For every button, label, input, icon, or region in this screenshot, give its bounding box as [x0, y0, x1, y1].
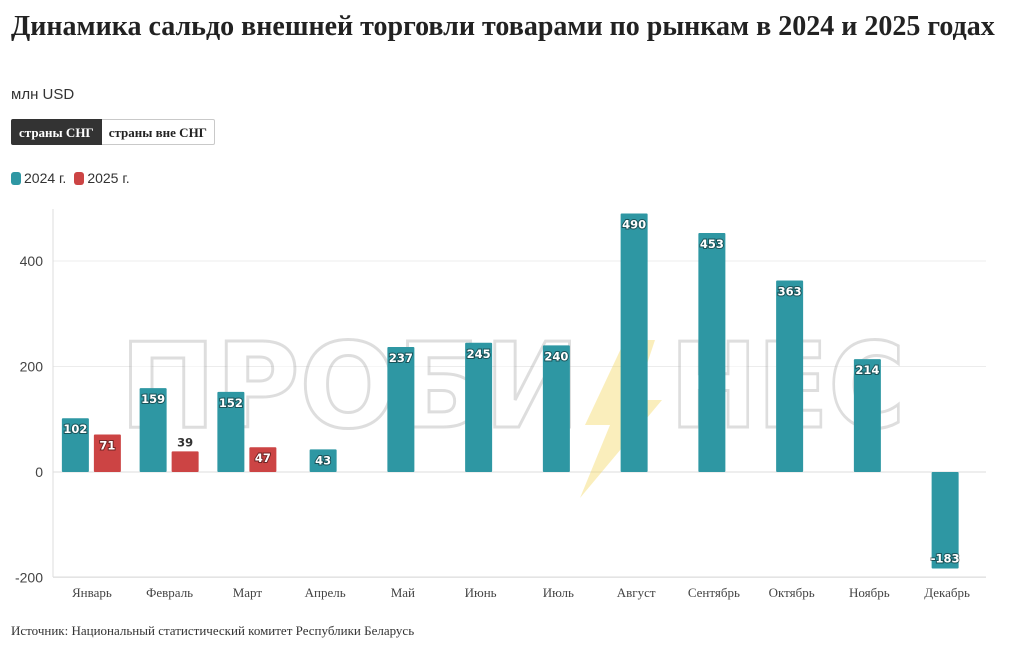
tab-cis[interactable]: страны СНГ	[11, 119, 102, 145]
bar-2024-10	[853, 359, 881, 472]
x-tick-label: Декабрь	[924, 585, 970, 600]
bar-2024-6	[542, 345, 570, 472]
x-tick-label: Январь	[72, 585, 112, 600]
x-tick-label: Октябрь	[769, 585, 815, 600]
bar-2024-9	[776, 280, 804, 472]
x-tick-label: Август	[617, 585, 656, 600]
value-label-2024-6: 240	[544, 349, 568, 363]
legend-item-2025[interactable]: 2025 г.	[74, 170, 130, 186]
value-label-2024-9: 363	[778, 285, 802, 299]
value-label-2024-3: 43	[315, 453, 331, 467]
y-tick-label: 200	[20, 359, 44, 375]
bar-2024-4	[387, 346, 415, 472]
value-label-2024-1: 159	[141, 392, 165, 406]
legend-label-2025: 2025 г.	[87, 170, 130, 186]
value-label-2024-10: 214	[855, 363, 879, 377]
bar-2025-0	[93, 434, 121, 472]
value-label-2024-4: 237	[389, 351, 413, 365]
tab-non-cis[interactable]: страны вне СНГ	[101, 119, 215, 145]
x-tick-label: Май	[391, 585, 415, 600]
value-label-2024-7: 490	[622, 218, 646, 232]
chart-subtitle: млн USD	[11, 86, 75, 103]
legend-swatch-2024	[11, 171, 21, 185]
bar-2024-7	[620, 213, 648, 472]
chart-title: Динамика сальдо внешней торговли товарам…	[11, 11, 995, 42]
value-label-2024-8: 453	[700, 237, 724, 251]
chart-legend: 2024 г. 2025 г.	[11, 170, 138, 186]
value-label-2025-1: 39	[177, 435, 193, 449]
legend-swatch-2025	[74, 171, 85, 185]
bar-2024-5	[465, 342, 493, 472]
value-label-2024-5: 245	[467, 347, 491, 361]
bar-2024-3	[309, 449, 337, 472]
legend-item-2024[interactable]: 2024 г.	[11, 170, 66, 186]
x-tick-label: Ноябрь	[849, 585, 890, 600]
y-tick-label: 400	[20, 253, 44, 269]
y-tick-label: 0	[35, 464, 43, 480]
x-tick-label: Апрель	[305, 585, 346, 600]
y-tick-label: -200	[15, 570, 43, 586]
value-label-2024-11: -183	[931, 552, 960, 566]
value-label-2024-0: 102	[63, 422, 87, 436]
bar-2025-1	[171, 451, 199, 472]
value-label-2024-2: 152	[219, 396, 243, 410]
market-tabs: страны СНГ страны вне СНГ	[11, 119, 215, 145]
bar-2024-8	[698, 233, 726, 472]
x-tick-label: Февраль	[146, 585, 193, 600]
legend-label-2024: 2024 г.	[24, 170, 67, 186]
x-tick-label: Март	[233, 585, 263, 600]
source-note: Источник: Национальный статистический ко…	[11, 623, 415, 638]
value-label-2025-0: 71	[99, 439, 115, 453]
bar-2024-1	[139, 388, 167, 472]
watermark-text-left: ПРОБИ	[120, 317, 580, 455]
x-tick-label: Июнь	[465, 585, 497, 600]
bar-2024-11	[931, 472, 959, 569]
value-label-2025-2: 47	[255, 451, 271, 465]
bar-2024-0	[61, 418, 89, 472]
x-tick-label: Июль	[543, 585, 574, 600]
bar-2025-2	[249, 447, 277, 472]
bar-2024-2	[217, 391, 245, 472]
x-tick-label: Сентябрь	[688, 585, 740, 600]
